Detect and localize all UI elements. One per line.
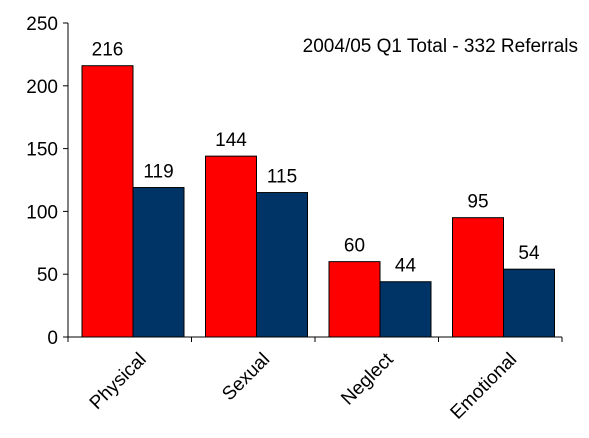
data-label: 60 [344,236,365,257]
category-label: Neglect [337,349,398,410]
data-label: 44 [395,256,417,277]
data-label: 115 [267,167,297,188]
bar [132,187,185,338]
category-label: Physical [86,349,151,414]
y-tick-label: 50 [37,265,58,286]
data-label: 119 [143,162,173,183]
bar [81,65,134,338]
bar [205,155,257,338]
data-label: 216 [92,40,124,61]
bar [328,261,381,338]
category-label: Sexual [218,349,274,405]
data-label: 54 [518,243,540,264]
y-tick-label: 0 [47,328,58,349]
axes-layer [63,22,563,342]
bars-layer [81,65,555,338]
bar [452,217,504,338]
y-tick-label: 200 [26,77,58,98]
data-label: 144 [215,130,247,151]
y-tick-label: 100 [26,202,58,223]
bar [503,268,555,338]
bar [256,192,308,338]
y-tick-label: 150 [26,140,58,161]
data-label: 95 [467,192,488,213]
bar [379,281,432,338]
category-label: Emotional [447,349,522,424]
y-tick-label: 250 [26,14,58,35]
chart-title: 2004/05 Q1 Total - 332 Referrals [303,36,578,57]
